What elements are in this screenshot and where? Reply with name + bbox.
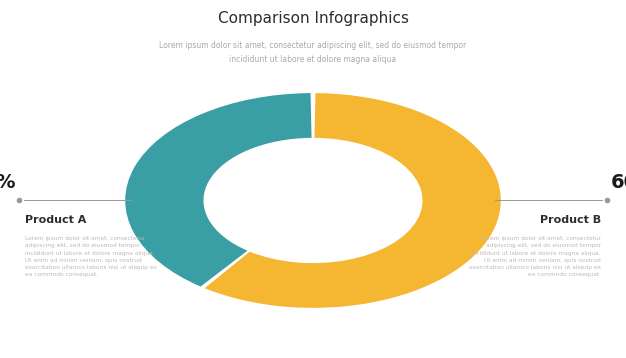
Text: 60%: 60%	[610, 173, 626, 192]
Text: Product B: Product B	[540, 215, 601, 225]
Text: 40%: 40%	[0, 173, 16, 192]
Text: Lorem ipsum dolor sit amet, consectetur
adipiscing elit, sed do eiusmod tempor
i: Lorem ipsum dolor sit amet, consectetur …	[25, 236, 157, 277]
Text: Lorem ipsum dolor sit amet, consectetur adipiscing elit, sed do eiusmod tempor
i: Lorem ipsum dolor sit amet, consectetur …	[160, 41, 466, 64]
Wedge shape	[125, 93, 312, 286]
Text: Lorem ipsum dolor sit amet, consectetur
adipiscing elit, sed do eiusmod tempor
i: Lorem ipsum dolor sit amet, consectetur …	[469, 236, 601, 277]
Text: Product A: Product A	[25, 215, 86, 225]
Wedge shape	[205, 93, 501, 308]
Text: Comparison Infographics: Comparison Infographics	[217, 11, 409, 26]
